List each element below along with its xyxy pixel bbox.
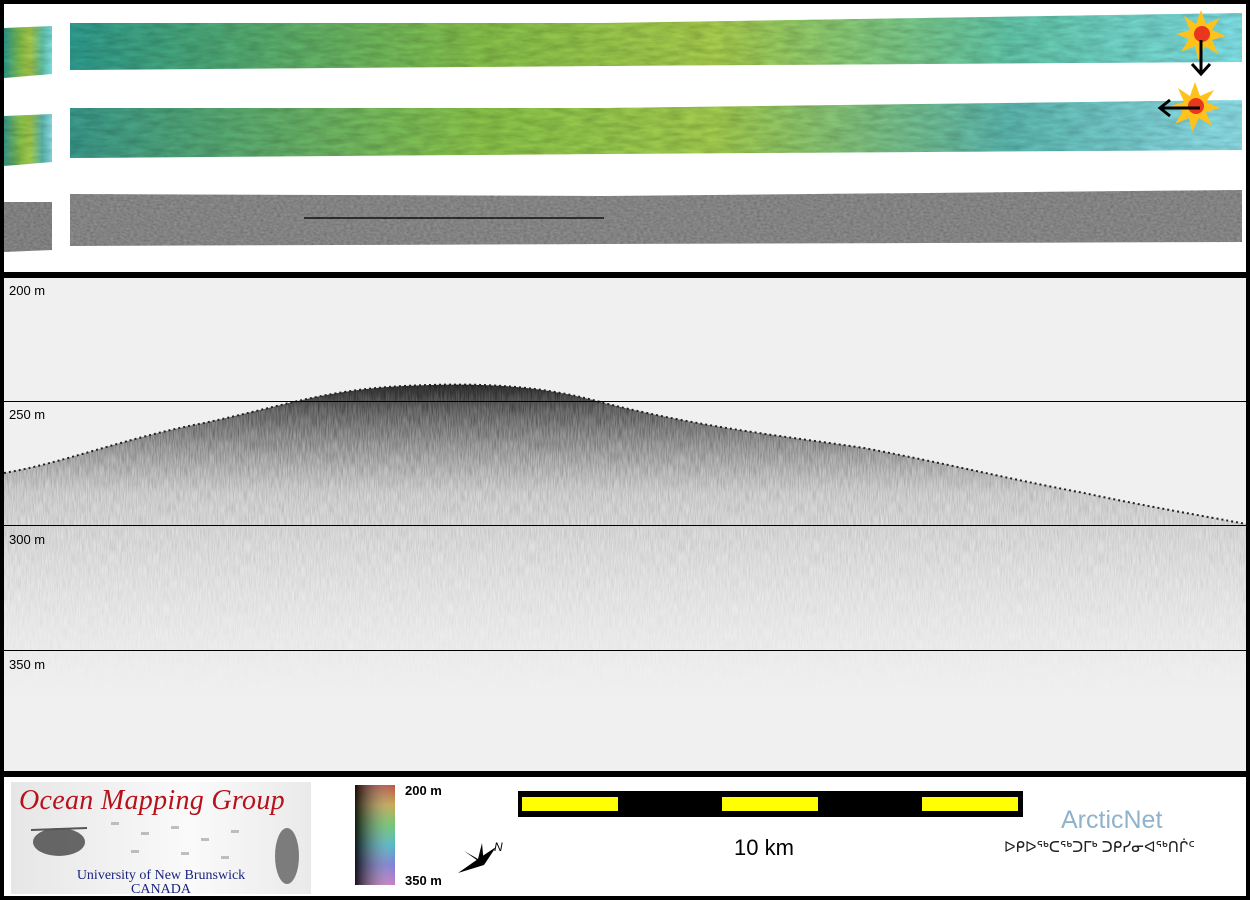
scale-bar — [518, 791, 1023, 817]
depth-label: 350 m — [9, 657, 46, 672]
scale-segment — [522, 797, 618, 811]
swath-map — [4, 10, 1242, 252]
scale-segment — [722, 797, 818, 811]
logo-university: University of New Brunswick — [76, 868, 246, 883]
seabed-echogram — [4, 383, 1246, 698]
scale-segment — [922, 797, 1018, 811]
depth-gridline — [4, 525, 1246, 526]
depth-label: 200 m — [9, 283, 46, 298]
depth-gridline — [4, 650, 1246, 651]
backscatter-swath — [4, 190, 1242, 252]
colorbar-bottom-label: 350 m — [405, 873, 442, 888]
ocean-mapping-group-logo: Ocean Mapping Group University of New Br… — [11, 782, 311, 896]
arcticnet-inuktitut-label: ᐅᑭᐅᖅᑕᖅᑐᒥᒃ ᑐᑭᓯᓂᐊᖅᑎᒌᑦ — [1004, 839, 1195, 856]
scale-label: 10 km — [734, 835, 794, 860]
arrow-down-icon — [1190, 40, 1212, 77]
depth-colorbar — [355, 785, 395, 885]
bathymetry-swath-2 — [4, 100, 1242, 166]
logo-country: CANADA — [131, 882, 191, 896]
colorbar-top-label: 200 m — [405, 783, 442, 798]
depth-gridline — [4, 401, 1246, 402]
depth-label: 250 m — [9, 407, 46, 422]
swath-panel — [4, 4, 1246, 272]
depth-label: 300 m — [9, 532, 46, 547]
water-column-profile: 200 m 250 m 300 m 350 m — [4, 278, 1246, 771]
arcticnet-logo: ArcticNet — [1061, 806, 1163, 834]
arrow-left-icon — [1157, 98, 1200, 118]
north-label: N — [494, 840, 503, 854]
legend-panel: Ocean Mapping Group University of New Br… — [4, 777, 1246, 896]
north-arrow-icon: N — [458, 840, 503, 873]
whale-icon — [30, 822, 299, 884]
illumination-sun-icon-1 — [1176, 10, 1226, 60]
bathymetry-swath-1 — [4, 13, 1242, 78]
logo-title: Ocean Mapping Group — [19, 785, 285, 816]
